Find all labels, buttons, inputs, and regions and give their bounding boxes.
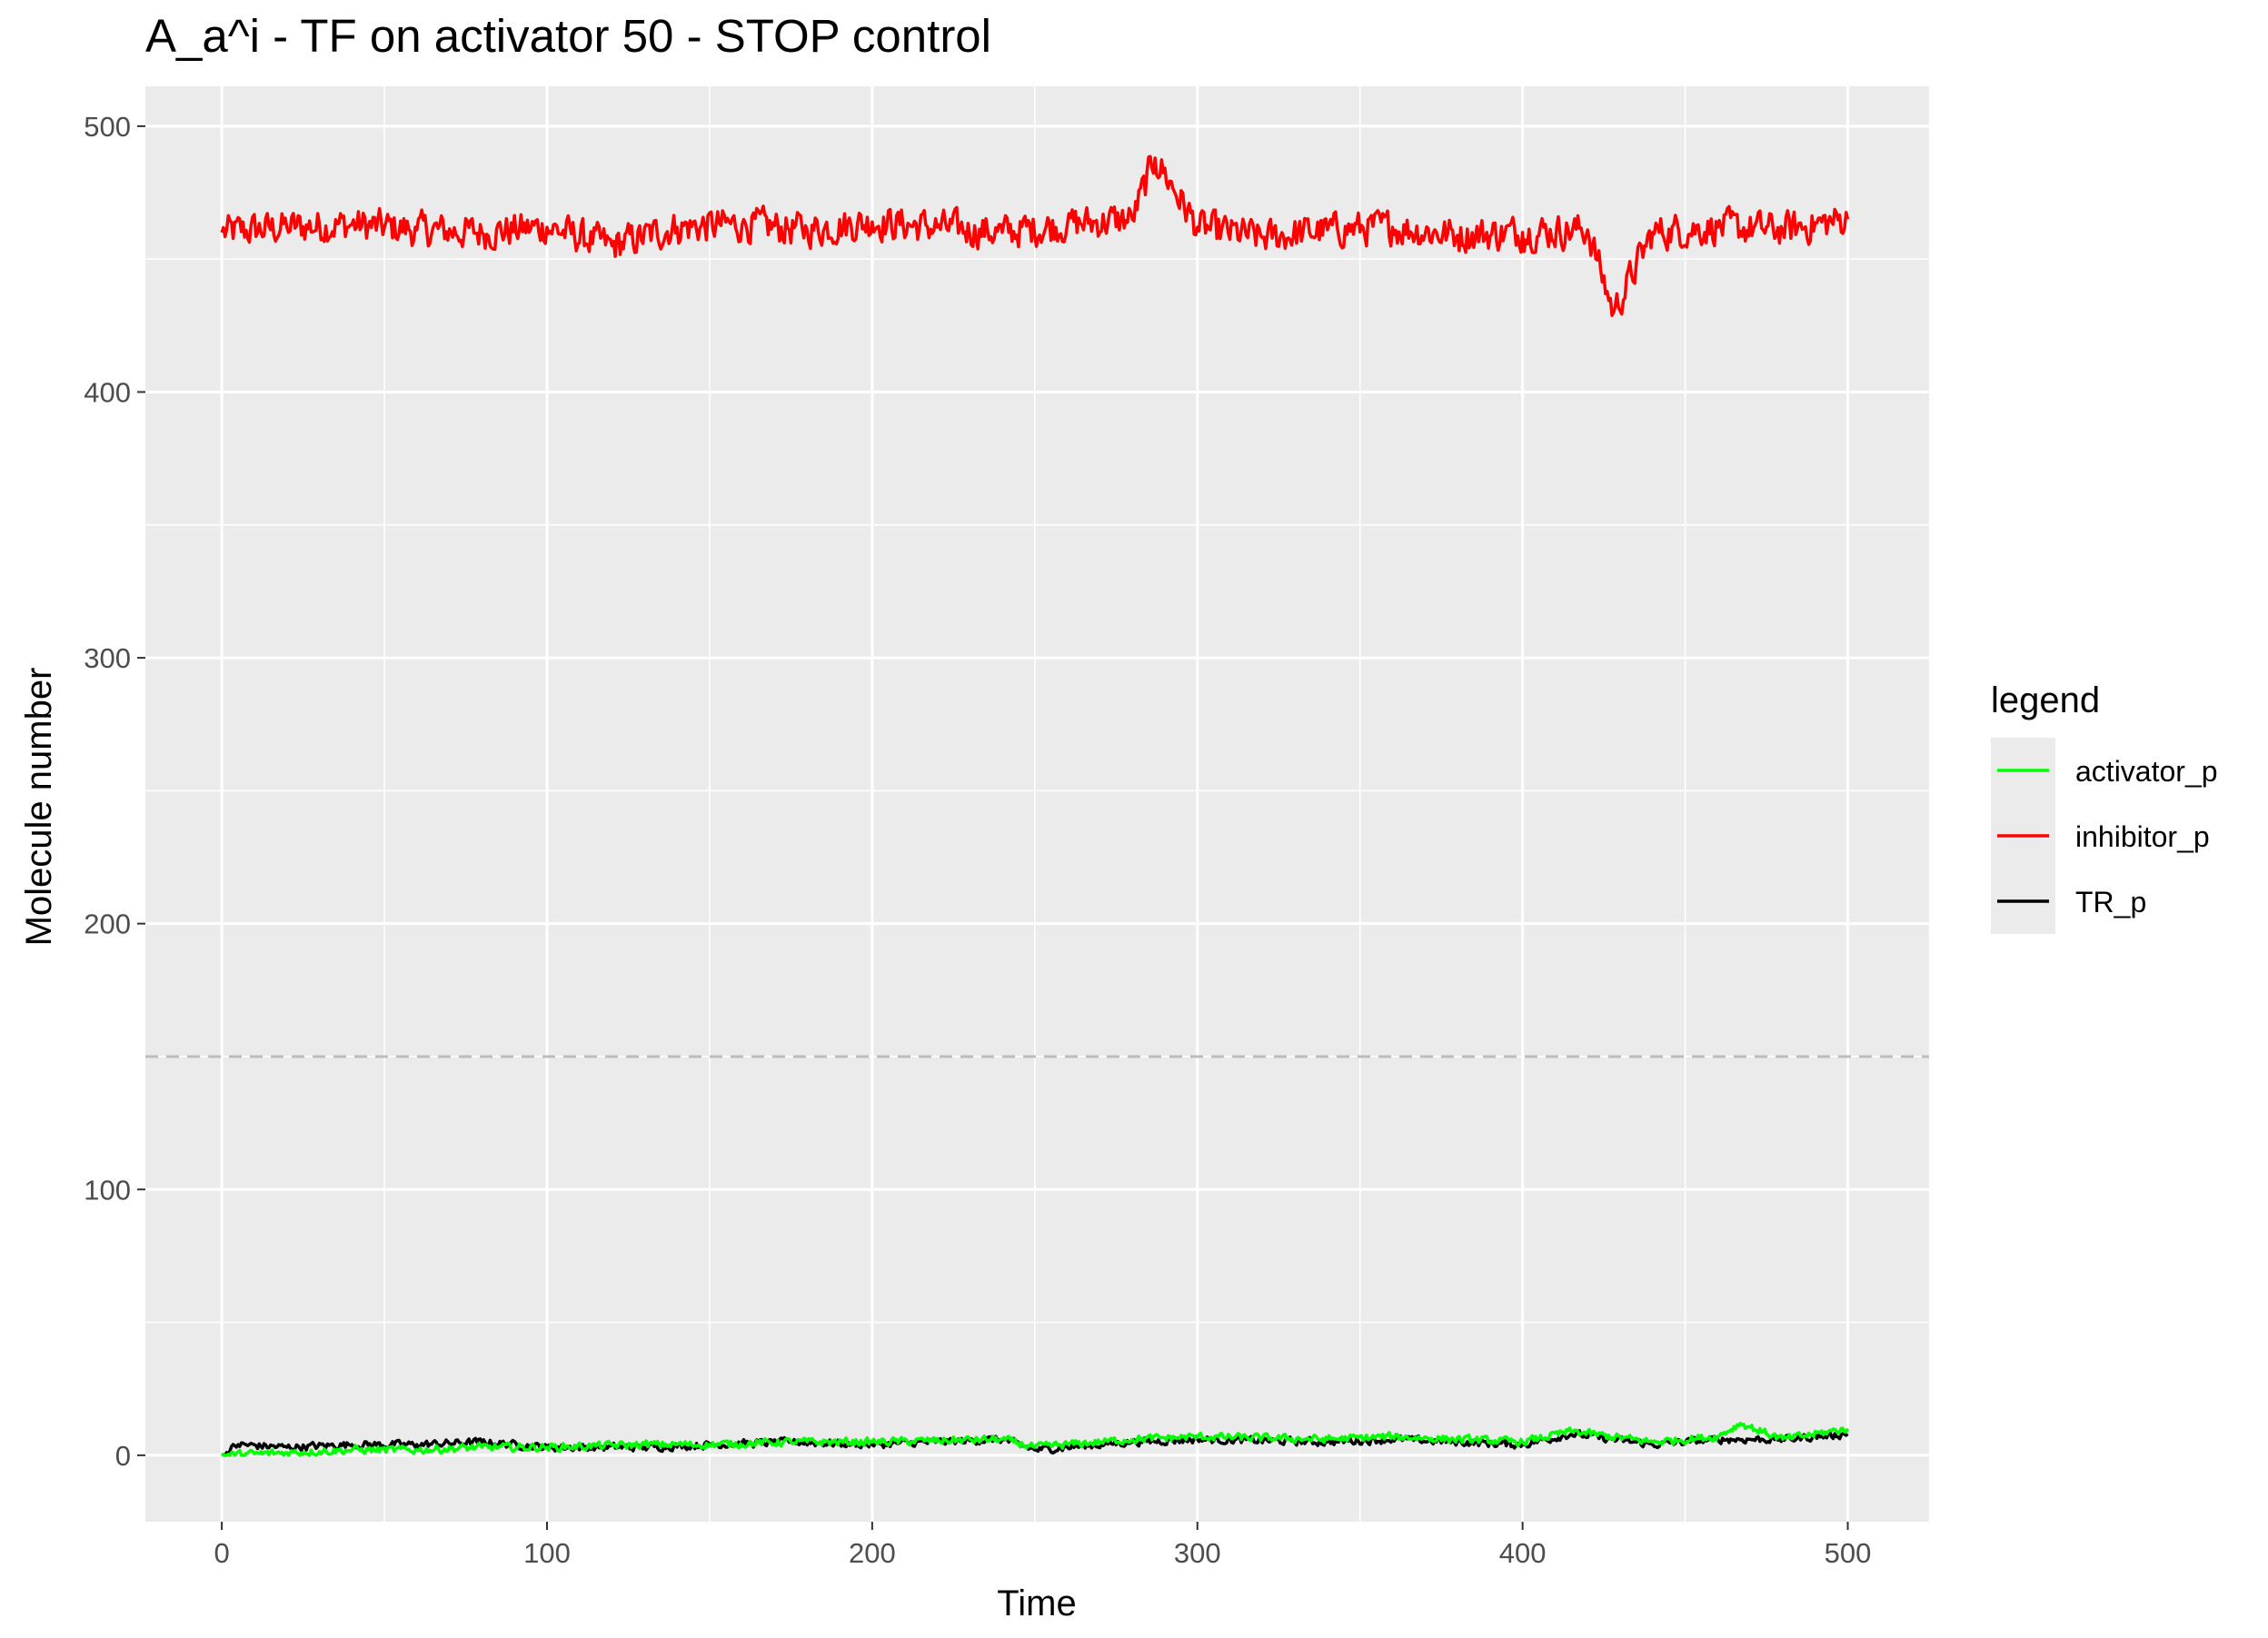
x-tick-label: 0	[214, 1537, 229, 1569]
x-tick-label: 200	[849, 1537, 896, 1569]
y-tick-label: 500	[84, 111, 131, 143]
legend-title: legend	[1991, 680, 2100, 720]
legend: legend activator_p inhibitor_p TR_p	[1991, 680, 2218, 934]
x-tick-label: 500	[1825, 1537, 1872, 1569]
y-tick-label: 100	[84, 1174, 131, 1206]
series-layer	[220, 154, 1850, 1457]
y-tick-label: 0	[115, 1440, 131, 1472]
plot-panel	[145, 86, 1929, 1522]
x-axis-ticks: 0 100 200 300 400 500	[214, 1522, 1871, 1569]
y-axis-ticks: 0 100 200 300 400 500	[84, 111, 145, 1472]
x-tick-label: 400	[1499, 1537, 1547, 1569]
legend-label-TR_p: TR_p	[2075, 886, 2146, 918]
x-tick-label: 300	[1174, 1537, 1221, 1569]
y-axis-title: Molecule number	[19, 668, 59, 947]
y-tick-label: 200	[84, 908, 131, 940]
y-tick-label: 300	[84, 642, 131, 674]
series-line-activator_p	[221, 1421, 1850, 1457]
major-gridlines	[145, 86, 1929, 1522]
chart-title: A_a^i - TF on activator 50 - STOP contro…	[145, 10, 991, 62]
legend-label-activator_p: activator_p	[2075, 755, 2218, 788]
x-tick-label: 100	[523, 1537, 571, 1569]
y-tick-label: 400	[84, 376, 131, 408]
series-line-inhibitor_p	[220, 154, 1850, 317]
x-axis-title: Time	[997, 1583, 1076, 1623]
legend-label-inhibitor_p: inhibitor_p	[2075, 820, 2210, 853]
